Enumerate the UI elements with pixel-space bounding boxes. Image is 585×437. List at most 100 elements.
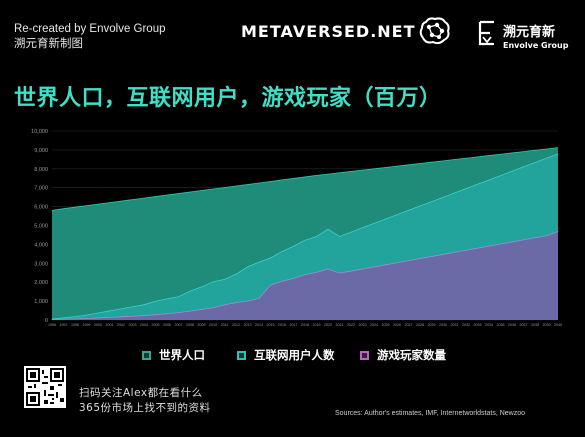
world-population-point [327,173,329,175]
gamers-point [488,245,490,247]
world-population-point [442,160,444,162]
gamers-point [143,315,145,316]
internet-users-point [247,266,248,268]
world-population-point [465,157,467,159]
internet-users-point [557,153,559,155]
y-tick-label: 9,000 [34,148,48,154]
x-tick-label: 2015 [267,323,275,327]
internet-users-point [270,257,271,259]
gamers-point [166,313,168,315]
legend-item-internet: 互联网用户人数 [237,347,335,363]
world-population-point [500,153,501,155]
internet-users-point [327,228,329,230]
x-tick-label: 2010 [209,323,217,327]
x-tick-label: 1998 [71,323,79,327]
gamers-point [546,235,547,237]
internet-users-point [419,205,421,207]
x-tick-label: 2005 [152,323,160,327]
gamers-point [419,258,421,259]
legend-label-internet: 互联网用户人数 [254,348,335,362]
world-population-point [385,167,386,168]
world-population-point [270,181,271,182]
x-tick-label: 2038 [531,323,539,327]
internet-users-point [155,300,156,302]
world-population-point [419,163,421,164]
world-population-point [362,169,363,171]
gamers-point [373,266,375,268]
world-population-point [155,196,156,197]
qr-line-1: 扫码关注Alex都在看什么 [79,387,203,399]
internet-users-point [189,290,191,292]
x-tick-label: 2037 [520,323,528,327]
legend-item-gamers: 游戏玩家数量 [360,347,446,363]
gamers-point [362,268,363,270]
gamers-point [97,317,99,319]
gamers-point [350,270,352,272]
gamers-point [442,254,444,255]
chart-title: 世界人口，互联网用户，游戏玩家（百万） [14,86,442,111]
y-tick-label: 0 [45,318,48,324]
legend-label-gamers: 游戏玩家数量 [377,348,446,362]
x-tick-label: 2001 [106,323,114,327]
x-tick-label: 2031 [451,323,459,327]
y-tick-label: 8,000 [34,167,48,173]
internet-users-point [488,179,490,181]
world-population-point [373,168,375,170]
world-population-point [281,179,283,181]
internet-users-point [408,210,409,211]
gamers-point [327,268,329,270]
legend-swatch-world [142,350,151,360]
gamers-point [178,312,179,313]
legend-swatch-internet [237,350,246,360]
gamers-point [235,302,237,303]
internet-users-point [396,214,398,216]
x-tick-label: 2012 [232,323,240,327]
x-tick-label: 2039 [543,323,551,327]
internet-users-point [477,183,478,185]
world-population-point [557,147,559,148]
world-population-point [86,205,87,207]
internet-users-point [132,306,133,308]
y-tick-label: 1,000 [34,299,48,305]
x-tick-label: 2028 [416,323,424,327]
world-population-point [109,202,110,203]
internet-users-point [373,223,375,224]
world-population-point [189,191,191,193]
internet-users-point [511,170,513,172]
x-axis-ticks: 1996 1997 1998 1999 2000 2001 2002 2003 2004 2005… [48,323,562,327]
x-tick-label: 2026 [393,323,401,327]
series-areas [51,147,559,321]
brand-logo-text: METAVERSED.NET [241,22,416,41]
gamers-point [396,262,398,264]
qr-line-2: 365份市场上找不到的资料 [79,402,211,414]
world-population-point [304,176,306,178]
x-tick-label: 2006 [163,323,171,327]
internet-users-point [63,317,64,319]
gamers-area [52,231,558,320]
brain-icon [419,17,450,45]
internet-users-point [97,312,99,314]
x-tick-label: 2024 [370,323,378,327]
x-tick-label: 2007 [175,323,183,327]
gamers-point [500,243,501,245]
internet-users-point [212,281,214,283]
internet-users-point [350,231,352,233]
x-tick-label: 2021 [336,323,344,327]
world-population-point [97,203,99,205]
x-tick-label: 2002 [117,323,125,327]
world-population-point [143,197,145,199]
world-population-point [546,148,547,150]
internet-users-point [362,227,363,229]
x-tick-label: 2030 [439,323,447,327]
world-population-point [212,188,214,190]
gamers-point [224,304,225,306]
x-tick-label: 1999 [83,323,91,327]
internet-users-point [178,296,179,298]
envolve-cn: 溯元育新 [503,25,556,40]
gamers-point [339,272,340,274]
x-tick-label: 2004 [140,323,148,327]
qr-caption: 扫码关注Alex都在看什么 365份市场上找不到的资料 [79,386,211,416]
internet-users-point [546,157,547,159]
gamers-point [212,307,214,309]
x-tick-label: 2003 [129,323,137,327]
